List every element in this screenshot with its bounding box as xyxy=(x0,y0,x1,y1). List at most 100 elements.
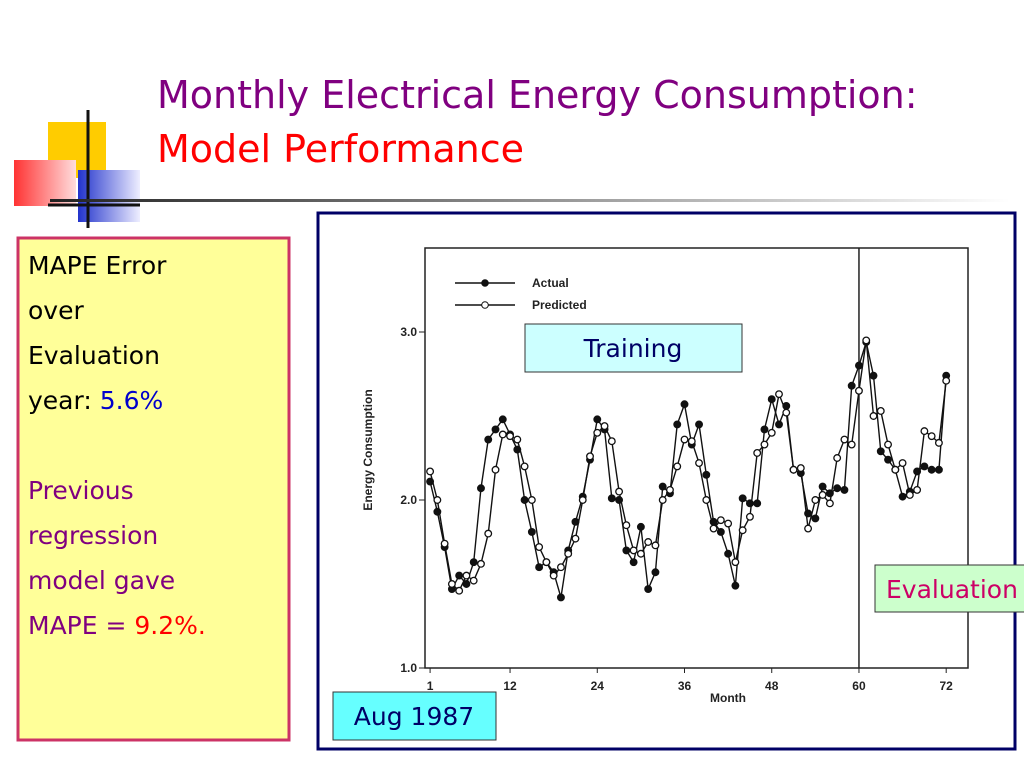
point xyxy=(484,529,493,538)
point xyxy=(498,415,507,424)
date-box xyxy=(332,691,497,741)
point xyxy=(462,571,471,580)
text: year: 5.6% xyxy=(28,386,163,415)
point xyxy=(695,420,703,429)
point xyxy=(782,408,791,417)
point xyxy=(738,526,747,535)
point xyxy=(891,465,900,474)
point xyxy=(716,527,725,536)
point xyxy=(644,585,653,593)
point xyxy=(629,558,638,567)
point xyxy=(687,437,696,446)
point xyxy=(934,438,943,447)
point xyxy=(855,386,863,395)
point xyxy=(905,491,914,499)
point xyxy=(753,499,762,508)
point xyxy=(477,484,485,493)
point xyxy=(884,455,892,464)
point xyxy=(426,467,435,476)
x-tick-label: 72 xyxy=(940,679,954,693)
point xyxy=(651,568,660,577)
y-tick-label: 1.0 xyxy=(400,661,417,675)
value: 9.2%. xyxy=(134,611,205,640)
point xyxy=(600,422,609,431)
point xyxy=(796,464,805,473)
point xyxy=(869,371,878,380)
sidebar xyxy=(16,236,291,742)
plot-area xyxy=(424,247,969,669)
legend-marker xyxy=(481,301,489,309)
point xyxy=(775,420,783,429)
title-rule xyxy=(50,199,1010,202)
point xyxy=(716,516,725,525)
text: Previous xyxy=(28,476,134,505)
point xyxy=(615,487,624,496)
point xyxy=(658,482,667,491)
text: MAPE = xyxy=(28,611,134,640)
point xyxy=(876,407,885,415)
point xyxy=(811,514,820,523)
point xyxy=(869,412,878,420)
text: regression xyxy=(28,521,158,550)
legend-label: Predicted xyxy=(532,298,587,312)
point xyxy=(658,496,667,504)
point xyxy=(680,435,689,444)
point xyxy=(753,449,762,457)
training-label: Training xyxy=(583,334,683,363)
point xyxy=(833,454,842,462)
point xyxy=(673,462,682,471)
point xyxy=(942,376,951,385)
point xyxy=(578,496,587,504)
point xyxy=(847,381,856,390)
title: Monthly Electrical Energy Consumption: xyxy=(157,73,918,117)
point xyxy=(818,482,827,491)
point xyxy=(542,558,551,567)
point xyxy=(709,524,718,533)
point xyxy=(469,558,478,567)
point xyxy=(731,558,740,567)
point xyxy=(447,580,456,588)
point xyxy=(855,361,863,370)
point xyxy=(644,538,653,546)
y-axis-label: Energy Consumption xyxy=(361,389,375,510)
point xyxy=(825,499,834,508)
point xyxy=(527,496,536,504)
point xyxy=(535,543,544,551)
y-tick-label: 3.0 xyxy=(400,325,417,339)
point xyxy=(440,539,449,548)
point xyxy=(745,512,754,521)
point xyxy=(564,549,573,558)
point xyxy=(847,440,856,449)
point xyxy=(913,485,922,494)
point xyxy=(491,425,500,434)
logo xyxy=(14,110,140,228)
point xyxy=(811,496,820,504)
training-box xyxy=(524,323,743,373)
point xyxy=(593,415,602,424)
point xyxy=(920,462,929,471)
point xyxy=(549,571,558,580)
point xyxy=(738,494,747,503)
point xyxy=(876,447,885,456)
text: over xyxy=(28,296,84,325)
point xyxy=(898,492,907,501)
point xyxy=(927,432,936,441)
point xyxy=(513,435,522,444)
point xyxy=(695,459,703,467)
x-tick-label: 1 xyxy=(427,679,434,693)
point xyxy=(535,563,544,572)
point xyxy=(455,586,464,595)
text: MAPE = 9.2%. xyxy=(28,611,206,640)
point xyxy=(469,576,478,585)
point xyxy=(767,428,776,437)
point xyxy=(622,521,631,530)
point xyxy=(622,546,631,555)
point xyxy=(789,465,798,474)
point xyxy=(731,581,740,590)
point xyxy=(556,593,565,602)
point xyxy=(433,496,442,504)
text: model gave xyxy=(28,566,175,595)
point xyxy=(455,571,464,580)
point xyxy=(724,519,733,528)
